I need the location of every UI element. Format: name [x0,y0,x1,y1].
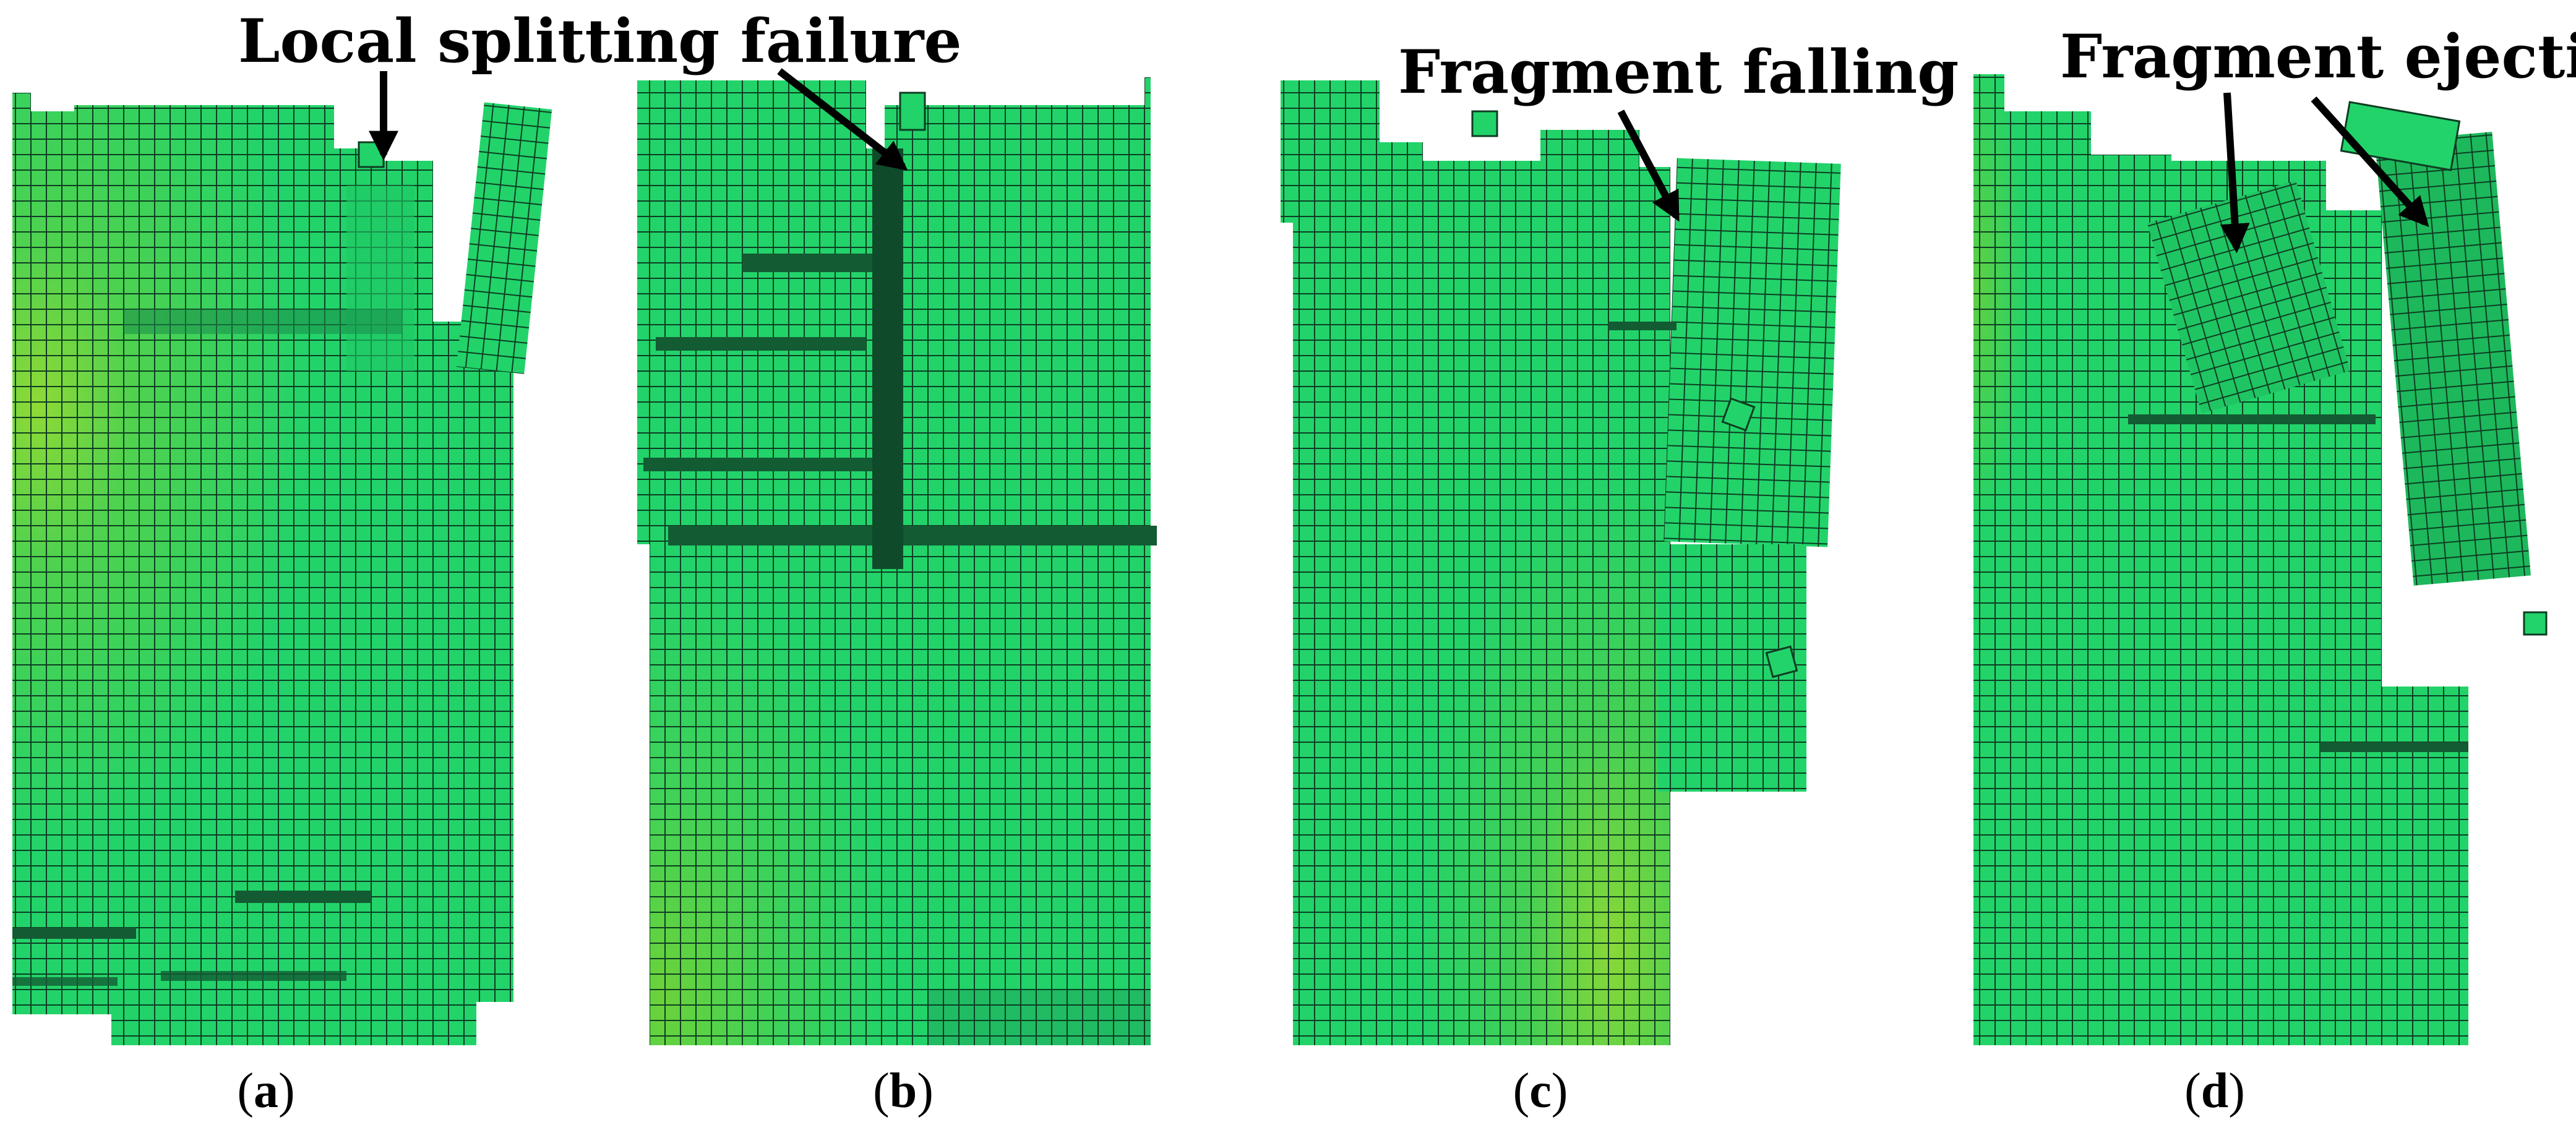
annotation-fragment-ejecting-label: Fragment ejecting [2060,22,2576,92]
panel-a-caption: (a) [237,1064,294,1118]
annotation-local-splitting: Local splitting failure [238,6,962,171]
arrow-to-panel-b [777,68,908,171]
panel-b-mesh [637,77,1157,1045]
panel-d-mesh [1973,74,2548,1045]
panel-d-caption: (d) [2184,1064,2245,1118]
panel-b-caption: (b) [873,1064,934,1118]
panel-c: (c) [1281,80,1841,1118]
panel-a-mesh [12,93,552,1045]
panel-d: (d) [1973,74,2548,1118]
arrow-to-panel-c [1617,109,1680,222]
annotation-local-splitting-label: Local splitting failure [238,6,962,76]
annotation-fragment-ejecting: Fragment ejecting [2060,22,2576,254]
annotation-fragment-falling-label: Fragment falling [1398,37,1959,107]
panel-c-caption: (c) [1513,1064,1568,1118]
arrow-to-ejected-block [2220,92,2250,254]
panel-a: (a) [12,93,552,1118]
panel-b: (b) [637,77,1157,1118]
annotation-fragment-falling: Fragment falling [1398,37,1959,222]
arrow-to-ejected-column [2311,96,2429,228]
panel-c-mesh [1281,80,1841,1045]
